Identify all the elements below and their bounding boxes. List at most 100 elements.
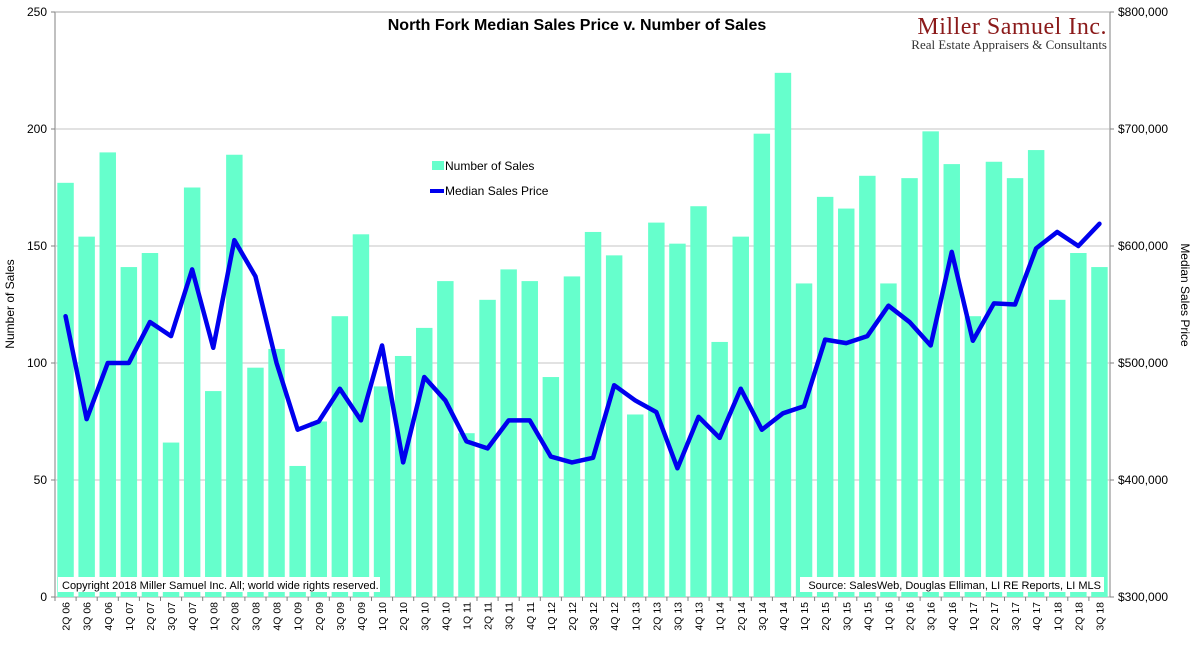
copyright-box: [58, 577, 380, 592]
x-tick-label: 1Q 09: [293, 602, 305, 631]
bar-2q-14: [732, 236, 749, 597]
x-tick-label: 2Q 15: [820, 602, 832, 631]
bar-4q-07: [183, 187, 201, 597]
median-price-line: [63, 221, 1102, 471]
x-tick-label: 2Q 13: [651, 602, 663, 631]
x-tick-label: 1Q 11: [461, 602, 473, 630]
legend-label-bars: Number of Sales: [445, 159, 534, 173]
bar-1q-10: [373, 386, 391, 597]
x-tick-label: 4Q 13: [694, 602, 706, 631]
logo-tagline: Real Estate Appraisers & Consultants: [911, 37, 1107, 52]
bar-3q-12: [584, 231, 602, 597]
bar-2q-06: [57, 182, 74, 597]
bar-1q-16: [880, 283, 897, 597]
x-tick-label: 2Q 16: [905, 602, 917, 631]
left-tick-label: 0: [40, 590, 47, 604]
x-tick-label: 3Q 11: [504, 602, 516, 630]
bar-4q-08: [268, 348, 285, 597]
x-tick-label: 1Q 08: [208, 602, 220, 631]
right-tick-label: $800,000: [1118, 5, 1168, 19]
x-tick-label: 3Q 13: [672, 602, 684, 631]
bar-4q-13: [690, 206, 707, 597]
bar-4q-11: [521, 281, 538, 597]
bar-2q-08: [226, 154, 243, 598]
bar-1q-11: [458, 433, 475, 597]
x-tick-label: 1Q 17: [968, 602, 980, 631]
right-tick-label: $500,000: [1118, 356, 1168, 370]
left-tick-label: 200: [27, 122, 47, 136]
x-tick-label: 1Q 12: [546, 602, 558, 631]
x-tick-label: 3Q 17: [1010, 602, 1022, 631]
x-tick-label: 3Q 12: [588, 602, 600, 631]
bar-1q-18: [1049, 299, 1066, 597]
x-tick-label: 4Q 07: [187, 602, 199, 631]
x-tick-label: 2Q 17: [989, 602, 1001, 631]
bar-1q-17: [964, 316, 982, 597]
x-tick-label: 2Q 18: [1073, 602, 1085, 631]
bar-3q-18: [1091, 267, 1108, 597]
bar-4q-14: [774, 72, 792, 598]
x-tick-label: 4Q 14: [778, 602, 790, 631]
x-tick-label: 4Q 08: [272, 602, 284, 631]
bar-1q-12: [542, 377, 560, 597]
x-tick-label: 3Q 10: [419, 602, 431, 631]
x-tick-label: 2Q 14: [736, 602, 748, 631]
bar-4q-16: [943, 164, 960, 597]
x-tick-label: 3Q 07: [166, 602, 178, 631]
left-tick-label: 50: [34, 473, 48, 487]
logo-name: Miller Samuel Inc.: [917, 14, 1107, 40]
bar-4q-15: [859, 175, 876, 598]
logo: Miller Samuel Inc. Real Estate Appraiser…: [911, 14, 1107, 52]
left-axis-ticks: 0 50 100 150 200 250: [27, 5, 55, 604]
x-tick-label: 3Q 09: [335, 602, 347, 631]
copyright-note: Copyright 2018 Miller Samuel Inc. All; w…: [62, 580, 379, 592]
x-tick-label: 4Q 12: [609, 602, 621, 631]
bar-1q-13: [627, 414, 644, 597]
bar-3q-10: [416, 327, 433, 597]
x-tick-label: 1Q 07: [124, 602, 136, 631]
right-axis-ticks: $300,000 $400,000 $500,000 $600,000 $700,000…: [1110, 5, 1168, 604]
bar-4q-06: [99, 152, 116, 597]
chart-title: North Fork Median Sales Price v. Number …: [388, 17, 767, 34]
x-tick-label: 2Q 12: [567, 602, 579, 631]
x-tick-label: 1Q 18: [1052, 602, 1064, 631]
right-axis-label: Median Sales Price: [1178, 243, 1192, 347]
x-tick-label: 2Q 10: [398, 602, 410, 631]
x-tick-label: 2Q 06: [61, 602, 73, 631]
bar-1q-08: [205, 391, 222, 597]
legend-swatch-bars: [432, 161, 444, 170]
x-tick-label: 4Q 15: [862, 602, 874, 631]
right-tick-label: $300,000: [1118, 590, 1168, 604]
x-axis-ticks: 2Q 06 3Q 06 4Q 06 1Q 07 2Q 07 3Q 07 4Q 07 1Q 08…: [54, 597, 1106, 631]
x-tick-label: 4Q 16: [947, 602, 959, 631]
bar-4q-12: [605, 255, 623, 598]
bar-4q-17: [1027, 150, 1045, 597]
bar-2q-16: [901, 178, 918, 597]
bar-3q-11: [500, 269, 517, 597]
x-tick-label: 4Q 10: [440, 602, 452, 631]
x-tick-label: 3Q 15: [841, 602, 853, 631]
bar-3q-15: [838, 208, 855, 597]
left-tick-label: 250: [27, 5, 47, 19]
x-tick-label: 1Q 16: [883, 602, 895, 631]
bar-series: [57, 72, 1108, 598]
bar-2q-09: [310, 421, 327, 597]
x-tick-label: 3Q 16: [926, 602, 938, 631]
bar-2q-15: [816, 196, 834, 598]
right-tick-label: $400,000: [1118, 473, 1168, 487]
legend-label-line: Median Sales Price: [445, 184, 549, 198]
bar-1q-09: [289, 465, 306, 597]
bar-3q-14: [753, 133, 771, 597]
left-axis-label: Number of Sales: [3, 259, 17, 348]
x-tick-label: 1Q 13: [630, 602, 642, 631]
x-tick-label: 4Q 06: [103, 602, 115, 631]
x-tick-label: 4Q 11: [525, 602, 537, 630]
bar-2q-10: [394, 355, 412, 597]
left-tick-label: 100: [27, 356, 47, 370]
x-tick-label: 2Q 07: [145, 602, 157, 631]
bar-3q-17: [1006, 178, 1024, 597]
source-box: [800, 577, 1104, 592]
x-tick-label: 3Q 06: [82, 602, 94, 631]
x-tick-label: 3Q 18: [1094, 602, 1106, 631]
